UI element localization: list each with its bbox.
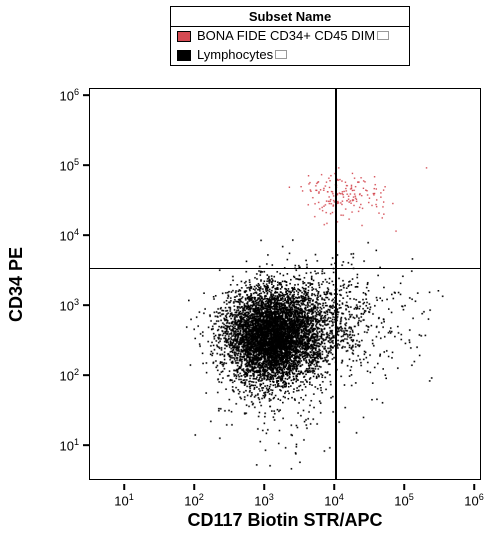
legend-label: Lymphocytes xyxy=(197,47,287,64)
legend-swatch xyxy=(177,31,191,42)
y-axis-label: CD34 PE xyxy=(6,88,27,480)
legend-label: BONA FIDE CD34+ CD45 DIM xyxy=(197,28,389,45)
legend-item: BONA FIDE CD34+ CD45 DIM xyxy=(171,27,409,46)
x-tick: 106 xyxy=(464,484,484,508)
x-tick: 102 xyxy=(184,484,204,508)
x-axis-ticks: 101 102 103 104 105 106 xyxy=(89,480,481,508)
x-axis-label: CD117 Biotin STR/APC xyxy=(89,510,481,531)
legend-swatch xyxy=(177,50,191,61)
x-tick: 103 xyxy=(254,484,274,508)
legend-box: Subset Name BONA FIDE CD34+ CD45 DIM Lymp… xyxy=(170,6,410,66)
quadrant-line-vertical xyxy=(335,89,337,479)
x-tick: 105 xyxy=(394,484,414,508)
legend-items: BONA FIDE CD34+ CD45 DIM Lymphocytes xyxy=(171,27,409,65)
scatter-canvas xyxy=(90,89,480,479)
legend-item: Lymphocytes xyxy=(171,46,409,65)
x-tick: 104 xyxy=(324,484,344,508)
legend-header: Subset Name xyxy=(171,7,409,27)
x-tick: 101 xyxy=(114,484,134,508)
quadrant-line-horizontal xyxy=(90,268,480,270)
scatter-plot-area xyxy=(89,88,481,480)
